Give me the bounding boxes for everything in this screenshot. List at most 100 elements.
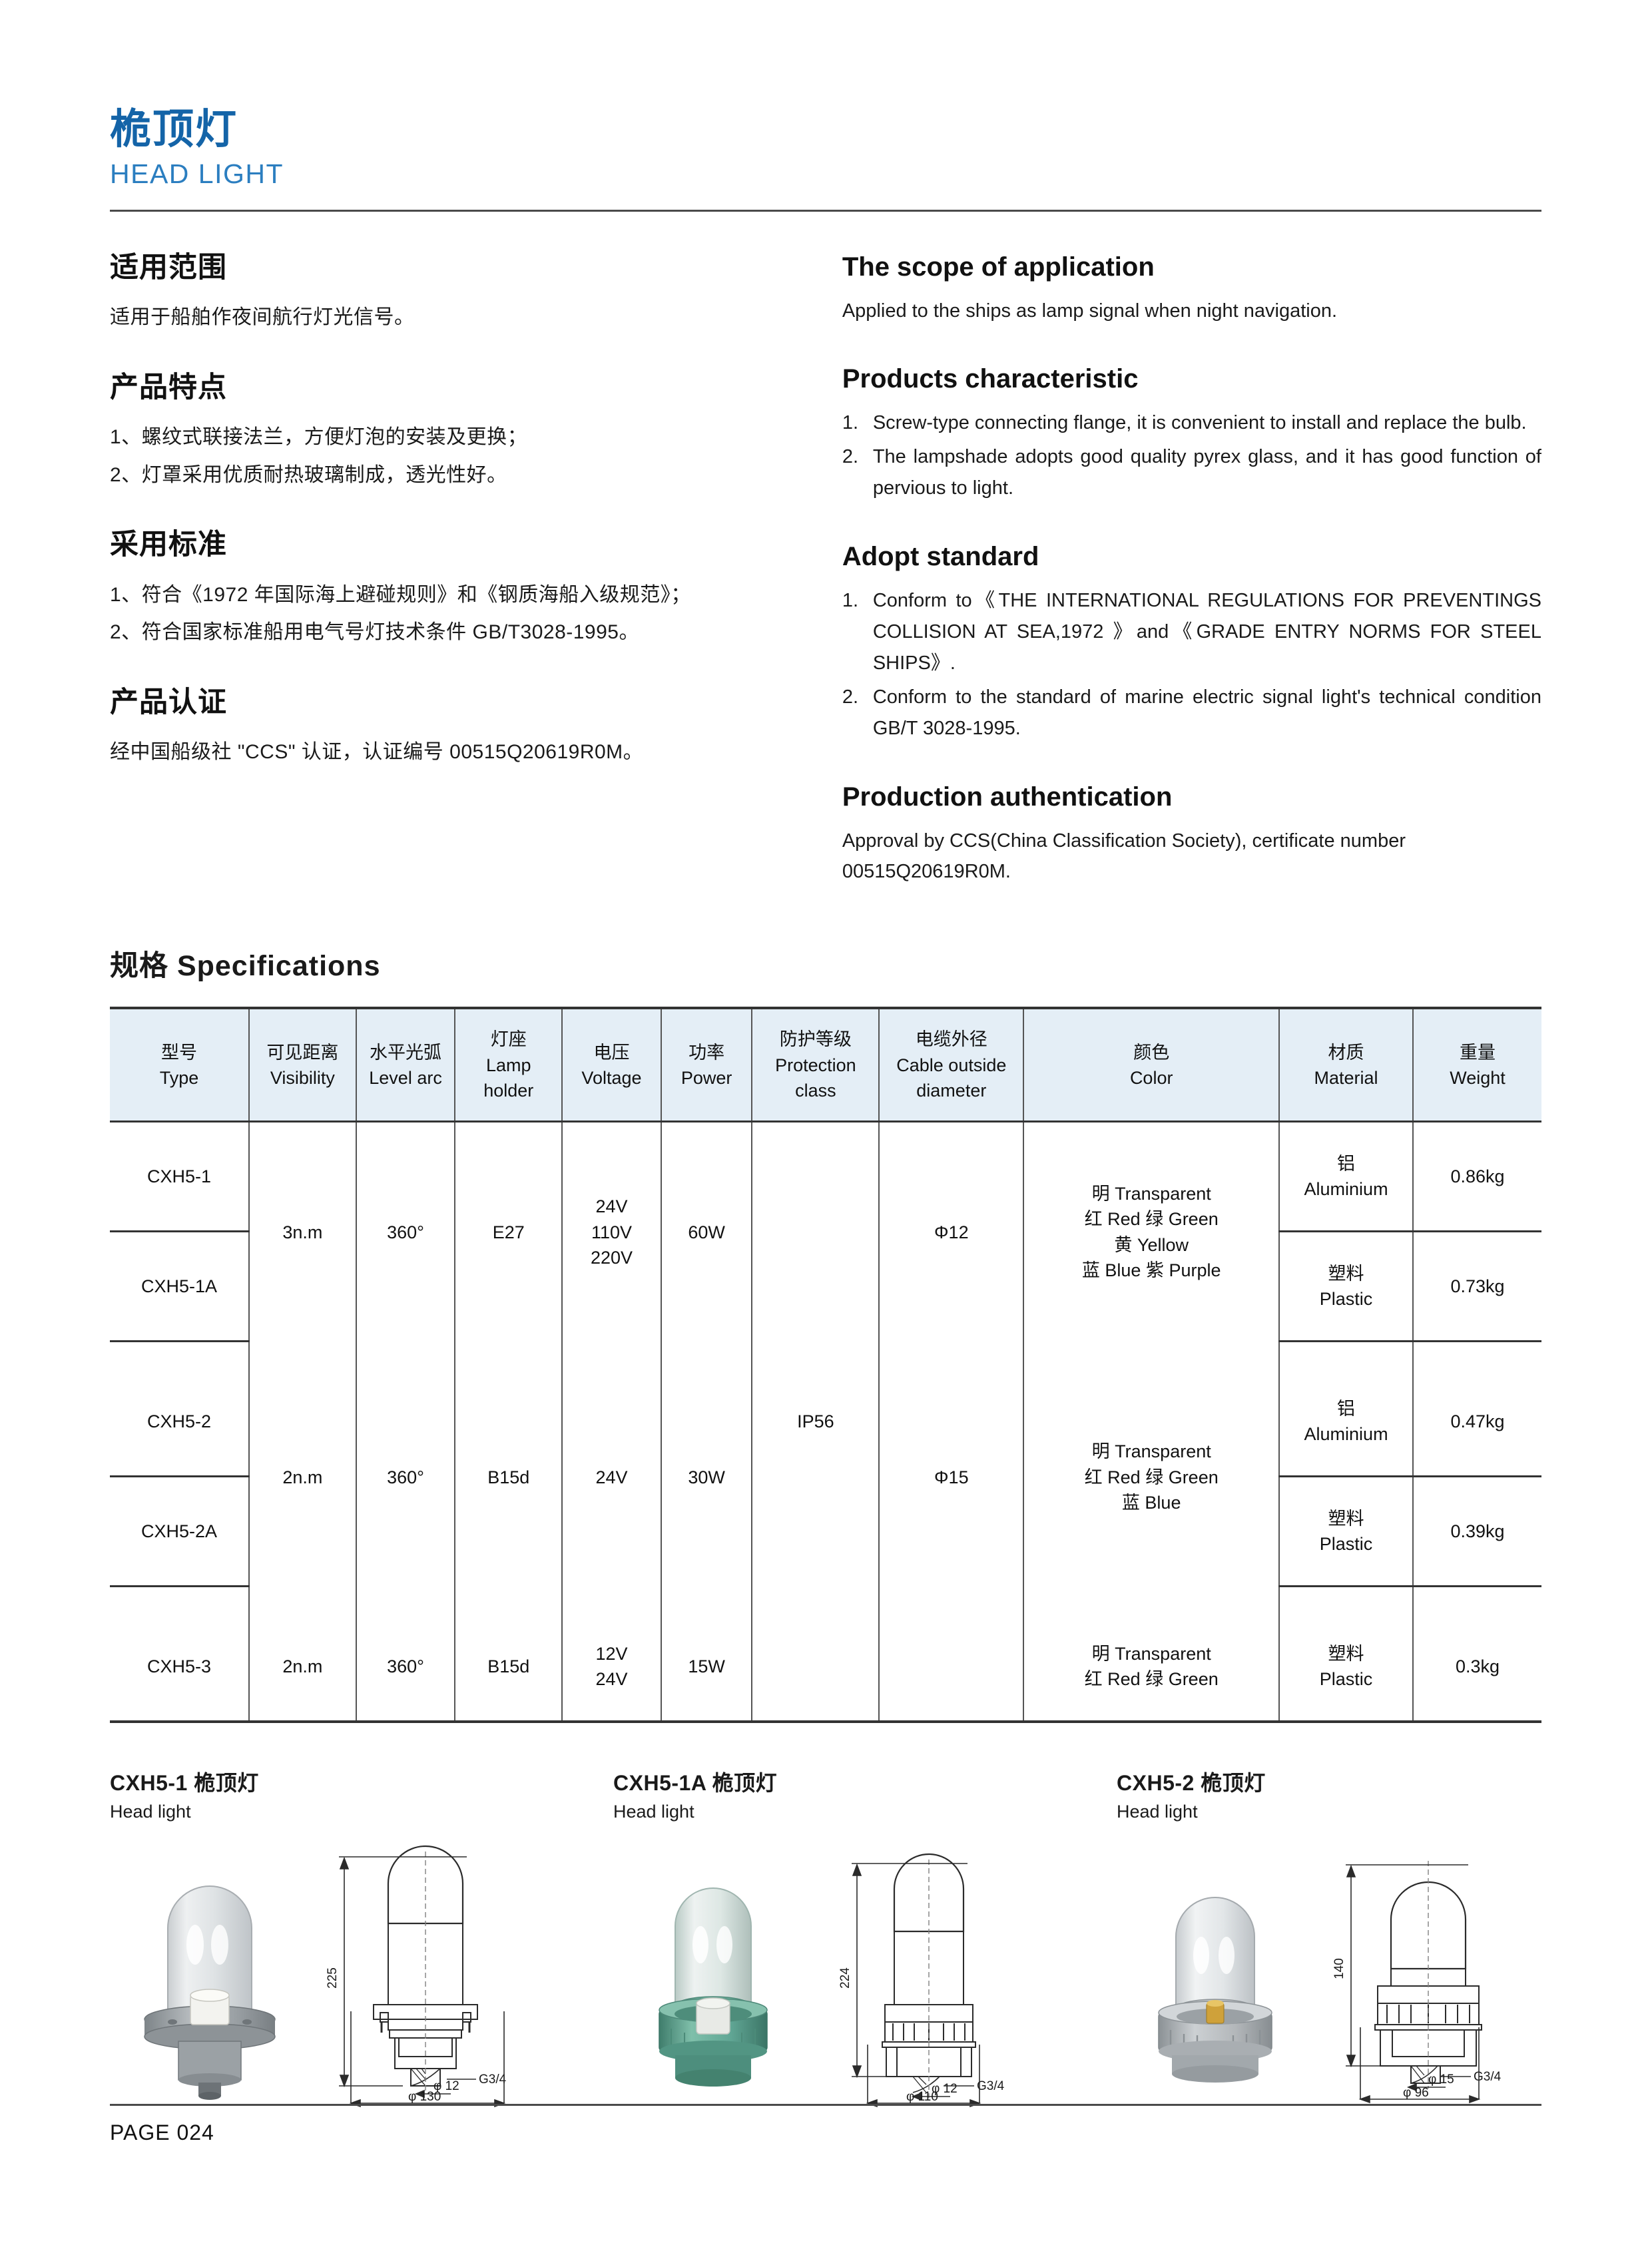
drawing-base-diameter-label: φ 130 (408, 2090, 441, 2104)
cell-material: 塑料 Plastic (1278, 1613, 1414, 1722)
cell-type: CXH5-2 (110, 1368, 250, 1478)
scope-text-en: Applied to the ships as lamp signal when… (842, 300, 1338, 322)
col-header-protection-class: 防护等级 Protection class (751, 1008, 880, 1123)
drawing-height-label: 140 (1332, 1958, 1346, 1979)
product-gallery: CXH5-1 桅顶灯 Head light (110, 1770, 1541, 2108)
spacer-cell (1278, 1341, 1414, 1368)
table-row: CXH5-2 2n.m 360° B15d 24V 30W Φ15 明 Tran… (110, 1368, 1541, 1587)
standard-list-en: 1. Conform to《THE INTERNATIONAL REGULATI… (842, 585, 1541, 744)
page-footer: PAGE 024 (110, 2104, 1541, 2145)
cell-color: 明 Transparent 红 Red 绿 Green (1023, 1613, 1280, 1722)
list-number: 2. (842, 686, 859, 708)
drawing-thread-label: G3/4 (479, 2073, 507, 2087)
cell-cable-diameter: Φ12 (878, 1121, 1025, 1342)
cell-level-arc: 360° (355, 1121, 456, 1342)
col-header-color: 颜色 Color (1023, 1008, 1280, 1123)
table-row: CXH5-1 3n.m 360° E27 24V 110V 220V 60W I… (110, 1121, 1541, 1722)
technical-drawing-cxh5-1a: 224 φ 12 G3/4 (813, 1845, 1063, 2108)
spacer-cell (878, 1586, 1025, 1613)
list-text: Screw-type connecting flange, it is conv… (872, 411, 1527, 433)
gallery-caption-en: Head light (110, 1802, 191, 1822)
product-photo-cxh5-1a (613, 1845, 813, 2105)
technical-drawing-cxh5-2: 140 φ 15 G3/4 (1314, 1845, 1540, 2105)
page-title-en: HEAD LIGHT (110, 158, 284, 190)
cell-type: CXH5-1 (110, 1121, 250, 1233)
cell-weight: 0.86kg (1412, 1121, 1541, 1233)
cell-weight: 0.73kg (1412, 1231, 1541, 1343)
scope-heading-cn: 适用范围 (110, 251, 227, 284)
cell-type: CXH5-3 (110, 1613, 250, 1722)
cell-power: 60W (660, 1121, 753, 1342)
drawing-cable-label: φ 15 (1428, 2073, 1454, 2087)
drawing-cable-label: φ 12 (932, 2082, 958, 2096)
authentication-heading-cn: 产品认证 (110, 686, 227, 718)
col-header-level-arc: 水平光弧 Level arc (355, 1008, 456, 1123)
english-column: The scope of application Applied to the … (826, 252, 1541, 891)
table-row: CXH5-3 2n.m 360° B15d 12V 24V 15W 明 Tran… (110, 1613, 1541, 1722)
table-header-row: 型号 Type 可见距离 Visibility 水平光弧 Level arc 灯… (110, 1008, 1541, 1123)
spacer-cell (561, 1341, 662, 1368)
scope-heading-en: The scope of application (842, 252, 1155, 282)
characteristic-heading-en: Products characteristic (842, 364, 1139, 393)
drawing-height-label: 225 (326, 1967, 340, 1989)
cell-cable-diameter (878, 1613, 1025, 1722)
content-columns: 适用范围 适用于船舶作夜间航行灯光信号。 产品特点 1、螺纹式联接法兰，方便灯泡… (110, 252, 1541, 891)
cell-material: 塑料 Plastic (1278, 1231, 1414, 1343)
spacer-cell (878, 1341, 1025, 1368)
cell-type: CXH5-1A (110, 1231, 250, 1343)
cell-power: 15W (660, 1613, 753, 1722)
col-header-cable-diameter: 电缆外径 Cable outside diameter (878, 1008, 1025, 1123)
spacer-cell (454, 1586, 563, 1613)
cell-material: 塑料 Plastic (1278, 1476, 1414, 1588)
spacer-cell (1412, 1586, 1541, 1613)
specifications-heading: 规格 Specifications (110, 950, 381, 983)
drawing-cable-label: φ 12 (433, 2079, 459, 2093)
cell-lamp-holder: B15d (454, 1613, 563, 1722)
standard-heading-en: Adopt standard (842, 541, 1039, 571)
col-header-weight: 重量 Weight (1412, 1008, 1541, 1123)
col-header-visibility: 可见距离 Visibility (248, 1008, 357, 1123)
cell-color: 明 Transparent 红 Red 绿 Green 黄 Yellow 蓝 B… (1023, 1121, 1280, 1342)
gallery-item-cxh5-1: CXH5-1 桅顶灯 Head light (110, 1770, 587, 2108)
scope-text-cn: 适用于船舶作夜间航行灯光信号。 (110, 306, 415, 328)
cell-type: CXH5-2A (110, 1476, 250, 1588)
cell-visibility: 3n.m (248, 1121, 357, 1342)
scope-section-cn: 适用范围 适用于船舶作夜间航行灯光信号。 (110, 252, 826, 334)
cell-material: 铝 Aluminium (1278, 1368, 1414, 1478)
characteristic-section-en: Products characteristic 1. Screw-type co… (842, 364, 1541, 504)
table-row: CXH5-1A 塑料 Plastic 0.73kg (110, 1231, 1541, 1343)
spacer-cell (1023, 1586, 1280, 1613)
gallery-caption-cn: CXH5-1A 桅顶灯 (613, 1771, 778, 1796)
page-header: 桅顶灯 HEAD LIGHT (110, 0, 1541, 212)
list-text: Conform to the standard of marine electr… (872, 686, 1541, 739)
cell-protection-class: IP56 (751, 1121, 880, 1722)
cell-power: 30W (660, 1368, 753, 1587)
cell-voltage: 24V (561, 1368, 662, 1587)
cell-weight: 0.47kg (1412, 1368, 1541, 1478)
cell-weight: 0.39kg (1412, 1476, 1541, 1588)
cell-cable-diameter: Φ15 (878, 1368, 1025, 1587)
authentication-section-cn: 产品认证 经中国船级社 "CCS" 认证，认证编号 00515Q20619R0M… (110, 686, 826, 769)
footer-divider (110, 2104, 1541, 2106)
spacer-cell (355, 1586, 456, 1613)
gallery-caption-en: Head light (1117, 1802, 1198, 1822)
list-number: 1. (842, 411, 859, 433)
gallery-item-cxh5-1a: CXH5-1A 桅顶灯 Head light (587, 1770, 1063, 2108)
col-header-voltage: 电压 Voltage (561, 1008, 662, 1123)
standard-heading-cn: 采用标准 (110, 529, 227, 561)
authentication-heading-en: Production authentication (842, 782, 1173, 812)
scope-section-en: The scope of application Applied to the … (842, 252, 1541, 326)
list-number: 1. (842, 589, 859, 611)
drawing-thread-label: G3/4 (977, 2079, 1005, 2093)
characteristic-item-cn: 2、灯罩采用优质耐热玻璃制成，透光性好。 (110, 463, 507, 486)
spacer-cell (660, 1586, 753, 1613)
cell-weight: 0.3kg (1412, 1613, 1541, 1722)
spacer-cell (248, 1341, 357, 1368)
spacer-cell (660, 1341, 753, 1368)
characteristic-item-en: 2. The lampshade adopts good quality pyr… (842, 441, 1541, 504)
cell-level-arc: 360° (355, 1368, 456, 1587)
cell-voltage: 24V 110V 220V (561, 1121, 662, 1342)
drawing-thread-label: G3/4 (1474, 2070, 1502, 2084)
cell-lamp-holder: E27 (454, 1121, 563, 1342)
